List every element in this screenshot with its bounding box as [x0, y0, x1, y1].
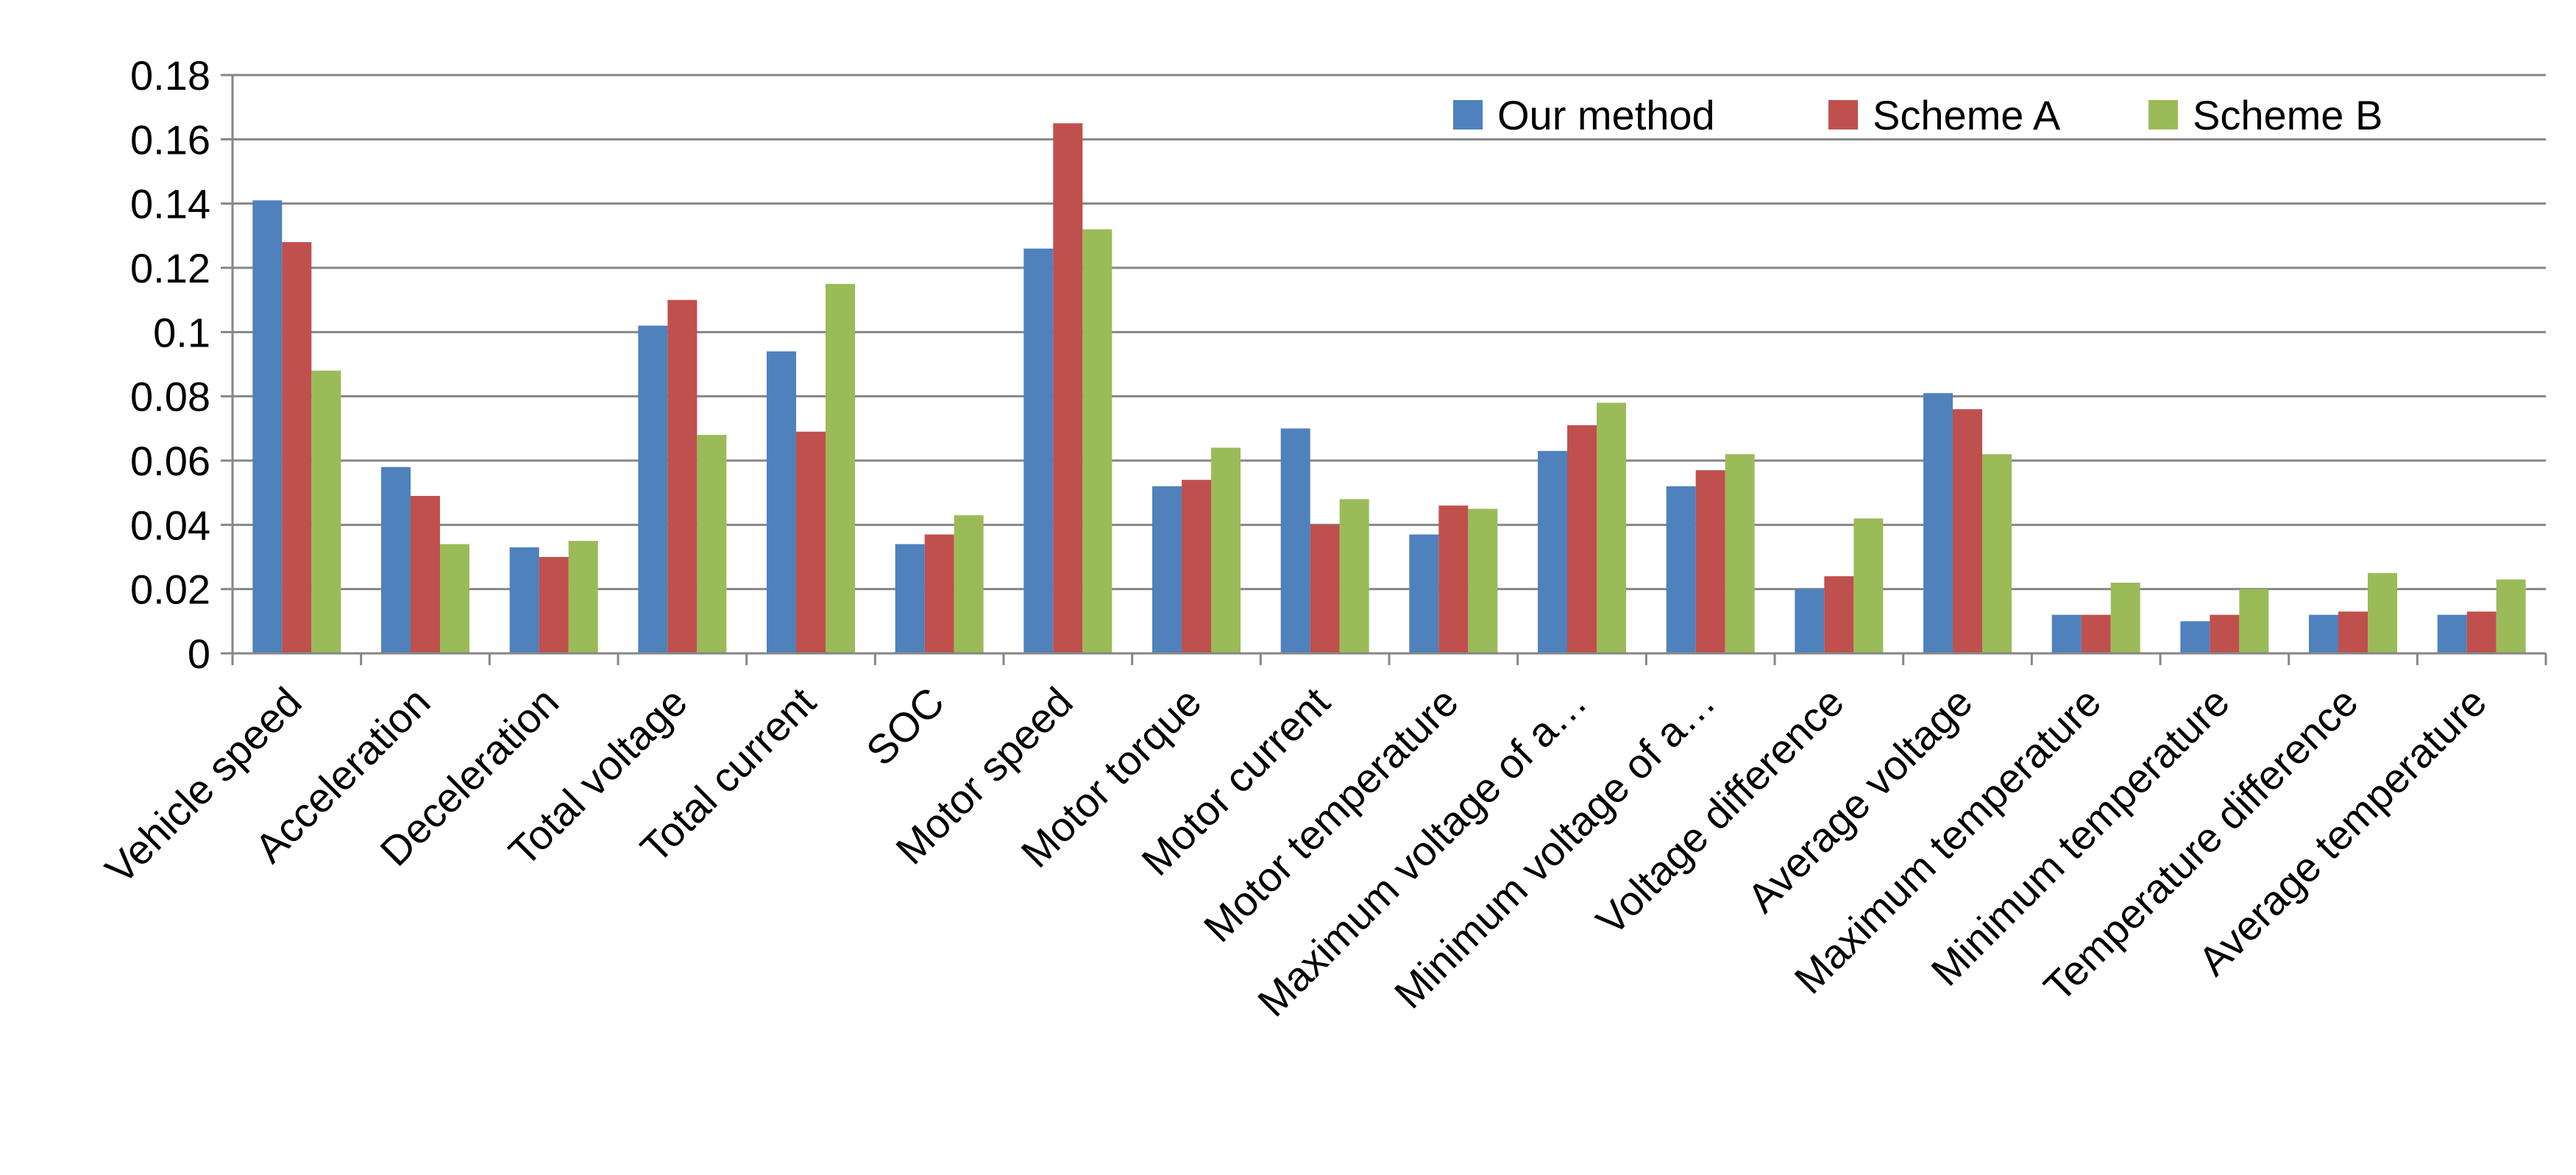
y-tick-labels: 0 0.02 0.04 0.06 0.08 0.1 0.12 0.14 0.16 0.18	[130, 52, 210, 677]
bar	[1339, 499, 1369, 653]
axes	[221, 74, 2547, 665]
bar	[895, 544, 925, 653]
y-tick-label: 0.18	[130, 52, 210, 99]
bar	[2466, 611, 2497, 653]
bar	[1023, 248, 1054, 653]
bar	[667, 299, 698, 653]
bar	[1280, 428, 1310, 653]
bar	[311, 370, 341, 653]
bar	[1053, 123, 1083, 653]
y-tick-label: 0.04	[130, 502, 210, 548]
y-tick-label: 0.08	[130, 374, 210, 420]
bar	[1567, 425, 1597, 653]
legend-swatch	[2149, 100, 2178, 129]
bar	[411, 496, 440, 653]
bar	[252, 200, 283, 653]
bar	[1953, 409, 1982, 653]
bar	[1082, 229, 1113, 654]
bar	[1597, 402, 1626, 653]
bar	[1438, 505, 1469, 653]
bar	[1468, 508, 1498, 653]
bar	[1795, 589, 1825, 653]
bar	[1853, 518, 1884, 653]
bar	[924, 534, 954, 653]
bar	[954, 515, 984, 653]
legend-label: Scheme B	[2193, 92, 2382, 138]
bar	[1725, 454, 1755, 653]
bar	[638, 325, 668, 653]
bar	[539, 557, 569, 653]
y-tick-label: 0.14	[130, 181, 210, 227]
gridlines	[233, 74, 2546, 591]
legend-swatch	[1453, 100, 1483, 129]
bar	[509, 547, 539, 653]
bar	[796, 431, 826, 653]
bar	[1310, 525, 1340, 653]
bar	[2239, 589, 2269, 653]
x-category-labels: Vehicle speedAccelerationDecelerationTot…	[96, 678, 2495, 1026]
bar	[2496, 579, 2526, 653]
bar	[2180, 621, 2210, 653]
bar	[767, 351, 796, 653]
bar	[2110, 582, 2140, 653]
bar	[1538, 450, 1567, 653]
bar	[568, 541, 598, 653]
x-category-label: Average voltage	[1738, 678, 1981, 921]
bar	[826, 283, 855, 653]
bar	[1152, 486, 1182, 653]
bar	[1666, 486, 1696, 653]
bar	[2051, 614, 2082, 653]
y-tick-label: 0.06	[130, 438, 210, 484]
bar	[282, 242, 312, 654]
bar	[1923, 393, 1953, 653]
bar	[697, 435, 727, 653]
x-category-label: SOC	[857, 678, 953, 774]
legend: Our method Scheme A Scheme B	[1453, 92, 2382, 138]
bar	[2081, 614, 2111, 653]
bars	[252, 123, 2526, 654]
y-tick-label: 0.1	[153, 309, 210, 355]
bar	[1695, 470, 1725, 653]
bar	[1982, 454, 2012, 653]
bar	[1824, 576, 1854, 653]
bar	[2368, 572, 2397, 653]
bar	[2338, 611, 2368, 653]
bar	[381, 466, 411, 653]
bar	[1409, 534, 1439, 653]
legend-label: Scheme A	[1873, 92, 2061, 138]
y-tick-label: 0.12	[130, 245, 210, 291]
bar	[1211, 447, 1241, 653]
legend-swatch	[1828, 100, 1858, 129]
y-tick-label: 0	[188, 631, 210, 677]
legend-label: Our method	[1497, 92, 1715, 138]
x-category-label: Voltage difference	[1587, 678, 1853, 944]
y-tick-label: 0.02	[130, 567, 210, 613]
bar	[1182, 480, 1211, 653]
bar	[2437, 614, 2467, 653]
bar	[440, 544, 469, 653]
y-tick-label: 0.16	[130, 116, 210, 163]
bar	[2210, 614, 2240, 653]
bar	[2309, 614, 2338, 653]
